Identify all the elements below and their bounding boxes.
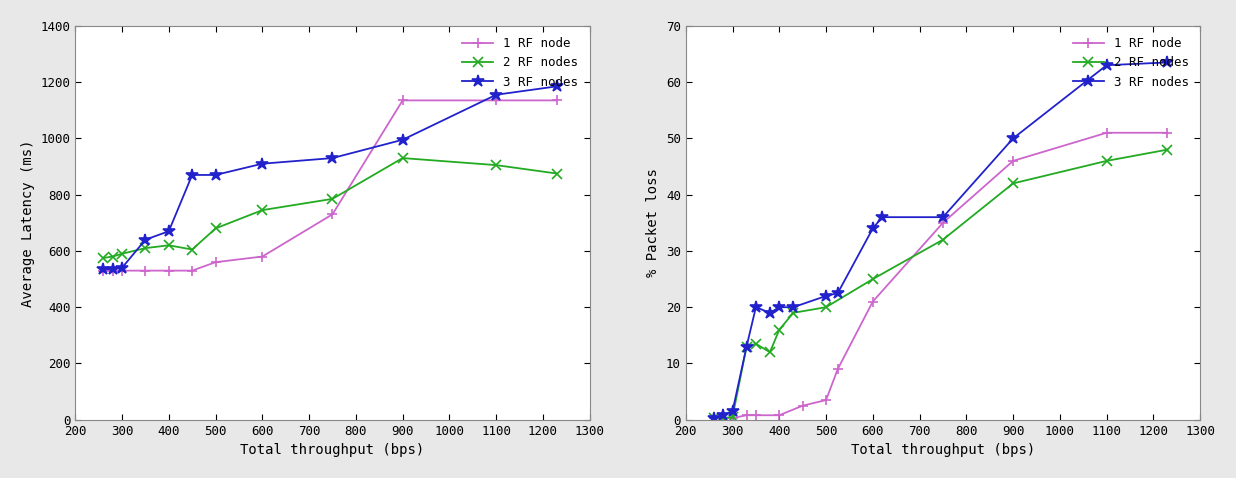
2 RF nodes <box>138 245 153 251</box>
2 RF nodes <box>325 196 340 202</box>
Legend: 1 RF node, 2 RF nodes, 3 RF nodes: 1 RF node, 2 RF nodes, 3 RF nodes <box>457 32 583 94</box>
Y-axis label: Average Latency (ms): Average Latency (ms) <box>21 139 35 306</box>
Line: 1 RF node: 1 RF node <box>99 96 562 275</box>
3 RF nodes <box>763 310 777 315</box>
1 RF node <box>162 268 177 273</box>
2 RF nodes <box>726 414 740 420</box>
3 RF nodes <box>396 137 410 142</box>
1 RF node <box>115 268 130 273</box>
1 RF node <box>749 413 764 418</box>
2 RF nodes <box>184 247 199 252</box>
2 RF nodes <box>488 162 503 168</box>
3 RF nodes <box>716 413 730 418</box>
1 RF node <box>255 254 269 260</box>
3 RF nodes <box>875 214 890 220</box>
1 RF node <box>726 415 740 421</box>
1 RF node <box>488 98 503 103</box>
2 RF nodes <box>1161 147 1175 152</box>
Y-axis label: % Packet loss: % Packet loss <box>646 168 660 277</box>
3 RF nodes <box>936 214 950 220</box>
1 RF node <box>831 366 845 372</box>
2 RF nodes <box>818 304 833 310</box>
1 RF node <box>818 397 833 403</box>
2 RF nodes <box>739 344 754 349</box>
3 RF nodes <box>255 161 269 166</box>
2 RF nodes <box>162 242 177 248</box>
3 RF nodes <box>749 304 764 310</box>
3 RF nodes <box>550 84 565 89</box>
1 RF node <box>771 413 786 418</box>
2 RF nodes <box>1099 158 1114 164</box>
3 RF nodes <box>786 304 801 310</box>
1 RF node <box>1099 130 1114 136</box>
2 RF nodes <box>716 415 730 421</box>
1 RF node <box>1006 158 1021 164</box>
1 RF node <box>396 98 410 103</box>
3 RF nodes <box>325 155 340 161</box>
3 RF nodes <box>488 92 503 98</box>
3 RF nodes <box>1099 62 1114 68</box>
3 RF nodes <box>865 226 880 231</box>
3 RF nodes <box>1161 60 1175 65</box>
2 RF nodes <box>749 341 764 347</box>
2 RF nodes <box>771 327 786 333</box>
3 RF nodes <box>831 290 845 296</box>
3 RF nodes <box>1006 135 1021 141</box>
3 RF nodes <box>707 415 722 421</box>
Line: 3 RF nodes: 3 RF nodes <box>98 80 564 275</box>
3 RF nodes <box>105 266 120 272</box>
Line: 2 RF nodes: 2 RF nodes <box>99 153 562 263</box>
2 RF nodes <box>255 207 269 213</box>
2 RF nodes <box>208 226 222 231</box>
3 RF nodes <box>138 237 153 242</box>
Line: 1 RF node: 1 RF node <box>709 128 1172 423</box>
3 RF nodes <box>739 344 754 349</box>
X-axis label: Total throughput (bps): Total throughput (bps) <box>850 443 1035 457</box>
1 RF node <box>716 415 730 421</box>
1 RF node <box>795 403 810 409</box>
3 RF nodes <box>818 293 833 299</box>
2 RF nodes <box>763 349 777 355</box>
2 RF nodes <box>550 171 565 176</box>
1 RF node <box>1161 130 1175 136</box>
3 RF nodes <box>208 172 222 178</box>
3 RF nodes <box>96 266 111 272</box>
2 RF nodes <box>96 255 111 261</box>
1 RF node <box>865 299 880 304</box>
X-axis label: Total throughput (bps): Total throughput (bps) <box>240 443 425 457</box>
1 RF node <box>325 211 340 217</box>
Line: 3 RF nodes: 3 RF nodes <box>707 56 1174 424</box>
2 RF nodes <box>707 415 722 421</box>
1 RF node <box>184 268 199 273</box>
2 RF nodes <box>1006 181 1021 186</box>
1 RF node <box>936 220 950 226</box>
1 RF node <box>550 98 565 103</box>
2 RF nodes <box>786 310 801 315</box>
2 RF nodes <box>936 237 950 242</box>
2 RF nodes <box>115 251 130 257</box>
2 RF nodes <box>396 155 410 161</box>
3 RF nodes <box>771 304 786 310</box>
2 RF nodes <box>105 254 120 260</box>
1 RF node <box>96 268 111 273</box>
Line: 2 RF nodes: 2 RF nodes <box>709 145 1172 423</box>
3 RF nodes <box>162 228 177 234</box>
3 RF nodes <box>184 172 199 178</box>
1 RF node <box>208 260 222 265</box>
Legend: 1 RF node, 2 RF nodes, 3 RF nodes: 1 RF node, 2 RF nodes, 3 RF nodes <box>1068 32 1194 94</box>
1 RF node <box>138 268 153 273</box>
1 RF node <box>707 415 722 421</box>
3 RF nodes <box>115 265 130 271</box>
3 RF nodes <box>726 408 740 414</box>
2 RF nodes <box>865 276 880 282</box>
1 RF node <box>739 413 754 418</box>
1 RF node <box>105 268 120 273</box>
